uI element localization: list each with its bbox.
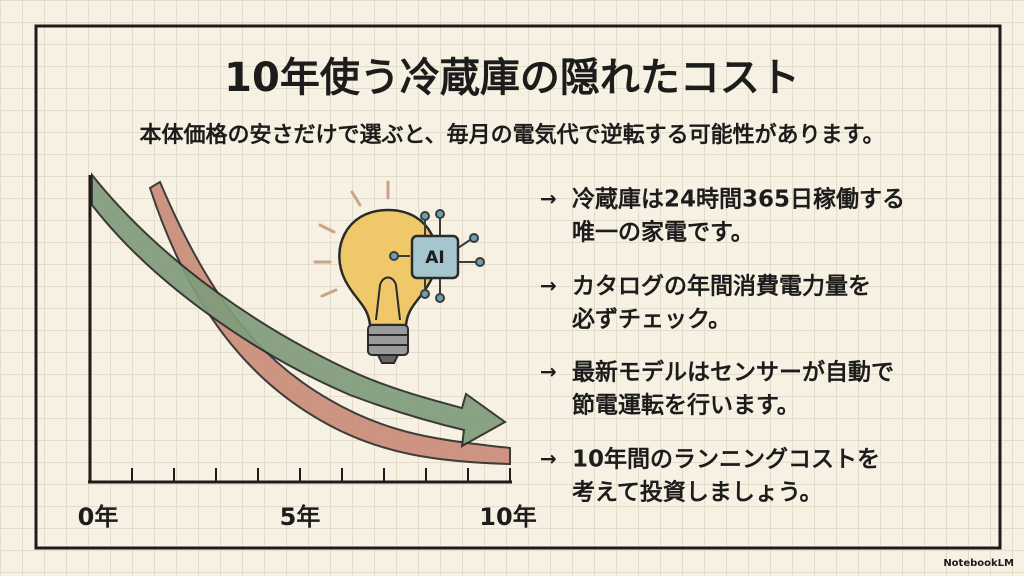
ticks xyxy=(131,468,511,482)
x-label: 0年 xyxy=(78,503,119,531)
bullet-line: 考えて投資しましょう。 xyxy=(572,479,822,506)
bullet-arrow: → xyxy=(540,187,557,211)
bullet-line: 必ずチェック。 xyxy=(572,306,731,333)
frame xyxy=(34,24,1002,550)
subtitle: 本体価格の安さだけで選ぶと、毎月の電気代で逆転する可能性があります。 xyxy=(140,122,885,148)
cost-chart xyxy=(88,172,512,484)
bullet-line: 最新モデルはセンサーが自動で xyxy=(572,359,894,386)
x-label: 10年 xyxy=(479,503,536,531)
bullet-line: カタログの年間消費電力量を xyxy=(572,273,871,300)
bullet-arrow: → xyxy=(540,360,557,384)
bullet-line: 10年間のランニングコストを xyxy=(572,446,880,473)
lightbulb: AI xyxy=(313,180,485,364)
bullet-arrow: → xyxy=(540,447,557,471)
bullet-line: 唯一の家電です。 xyxy=(572,219,754,246)
title: 10年使う冷蔵庫の隠れたコスト xyxy=(224,55,800,101)
bullet-line: 節電運転を行います。 xyxy=(572,392,800,419)
green-arrow xyxy=(91,172,507,448)
bullet-line: 冷蔵庫は24時間365日稼働する xyxy=(572,186,905,213)
bullet-arrow: → xyxy=(540,274,557,298)
watermark: NotebookLM xyxy=(943,558,1014,569)
ai-badge: AI xyxy=(425,248,444,268)
x-label: 5年 xyxy=(280,503,321,531)
